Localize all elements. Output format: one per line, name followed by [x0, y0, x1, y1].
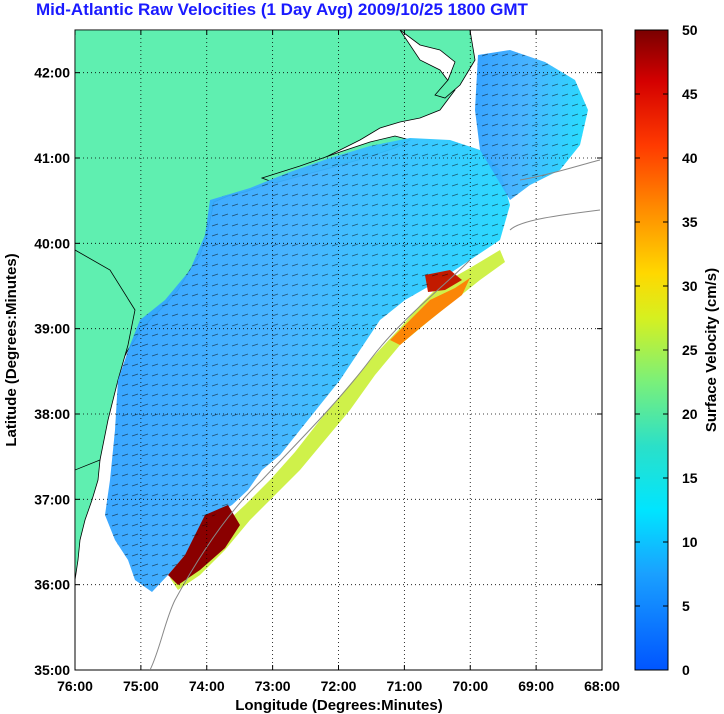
x-tick-label: 76:00	[57, 678, 93, 694]
x-tick-label: 72:00	[321, 678, 357, 694]
colorbar-tick-label: 15	[682, 470, 698, 486]
y-axis-tick-labels: 42:00 41:00 40:00 39:00 38:00 37:00 36:00 35:00	[34, 65, 70, 678]
y-tick-label: 39:00	[34, 321, 70, 337]
colorbar-tick-label: 50	[682, 22, 698, 38]
x-tick-label: 70:00	[452, 678, 488, 694]
x-tick-label: 74:00	[189, 678, 225, 694]
bathymetry-contour-3	[519, 159, 601, 181]
velocity-shelf-break-band	[170, 250, 505, 590]
y-tick-label: 35:00	[34, 662, 70, 678]
x-axis-tick-labels: 76:00 75:00 74:00 73:00 72:00 71:00 70:00 69:00…	[57, 678, 620, 694]
grid-lines	[75, 30, 602, 670]
colorbar-tick-marks	[635, 29, 668, 671]
page-title: Mid-Atlantic Raw Velocities (1 Day Avg) …	[36, 0, 528, 19]
y-tick-label: 38:00	[34, 406, 70, 422]
colorbar-tick-label: 30	[682, 278, 698, 294]
colorbar-tick-label: 20	[682, 406, 698, 422]
y-tick-label: 36:00	[34, 577, 70, 593]
colorbar-tick-label: 45	[682, 86, 698, 102]
colorbar-tick-label: 40	[682, 150, 698, 166]
x-tick-label: 69:00	[518, 678, 554, 694]
bathymetry-contour	[149, 259, 471, 670]
x-tick-label: 73:00	[255, 678, 291, 694]
x-tick-label: 75:00	[123, 678, 159, 694]
y-tick-label: 41:00	[34, 150, 70, 166]
axis-tick-marks	[74, 30, 603, 671]
x-tick-label: 71:00	[386, 678, 422, 694]
land-cape-cod	[399, 30, 476, 99]
colorbar-tick-label: 35	[682, 214, 698, 230]
colorbar-tick-label: 25	[682, 342, 698, 358]
x-tick-label: 68:00	[584, 678, 620, 694]
y-tick-label: 40:00	[34, 235, 70, 251]
colorbar-tick-label: 10	[682, 534, 698, 550]
velocity-arrows-overlay	[105, 50, 588, 592]
y-axis-label: Latitude (Degrees:Minutes)	[3, 253, 20, 446]
y-tick-label: 37:00	[34, 491, 70, 507]
velocity-high-core	[390, 278, 470, 345]
bathymetry-contour-2	[509, 209, 601, 231]
x-axis-label: Longitude (Degrees:Minutes)	[235, 697, 443, 714]
colorbar-tick-label: 0	[682, 662, 690, 678]
colorbar-tick-label: 5	[682, 598, 690, 614]
colorbar-label: Surface Velocity (cm/s)	[703, 268, 720, 432]
map-plot-area: 76:00 75:00 74:00 73:00 72:00 71:00 70:00 69:00…	[3, 29, 620, 714]
y-tick-label: 42:00	[34, 65, 70, 81]
